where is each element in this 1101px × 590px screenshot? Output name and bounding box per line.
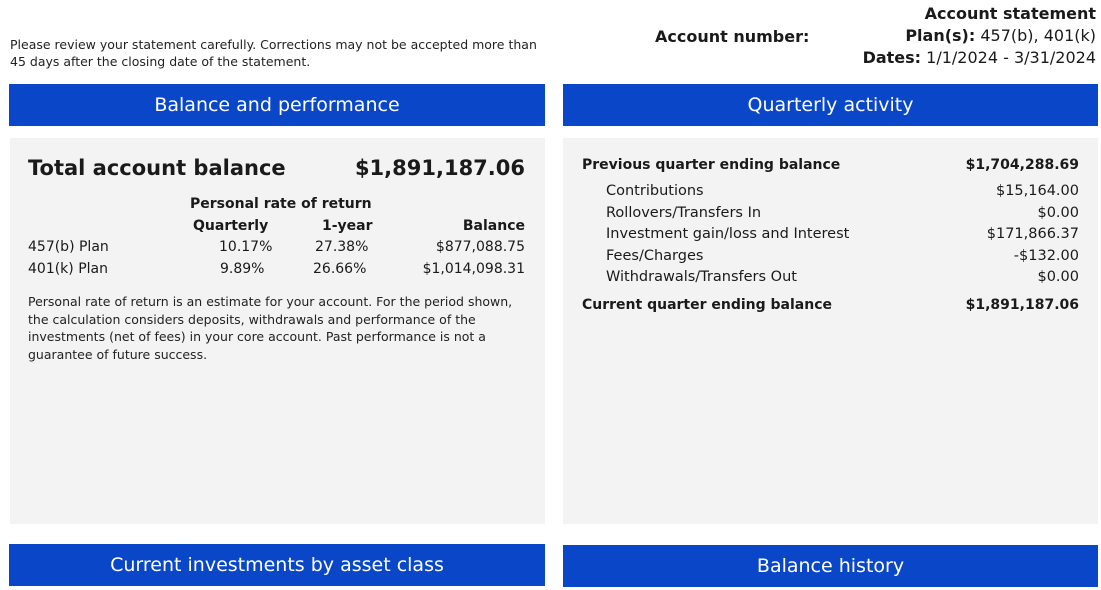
total-balance-label: Total account balance: [28, 156, 286, 180]
current-balance-label: Current quarter ending balance: [582, 297, 833, 313]
plan-balance: $877,088.75: [435, 239, 525, 255]
activity-label: Contributions: [606, 183, 704, 199]
col-quarterly-header: Quarterly: [193, 218, 269, 234]
total-balance-value: $1,891,187.06: [354, 156, 525, 180]
balance-performance-panel: Total account balance $1,891,187.06 Pers…: [10, 138, 545, 524]
statement-notice: Please review your statement carefully. …: [10, 37, 537, 69]
plan-balance: $1,014,098.31: [422, 261, 525, 277]
col-balance-header: Balance: [462, 218, 525, 234]
activity-label: Fees/Charges: [606, 248, 704, 264]
plan-name: 401(k) Plan: [28, 261, 108, 277]
investments-by-asset-class-banner: Current investments by asset class: [9, 544, 545, 586]
balance-history-banner: Balance history: [563, 545, 1098, 587]
col-1year-header: 1-year: [322, 218, 373, 234]
plans-label: Plan(s):: [905, 26, 976, 45]
statement-title: Account statement: [924, 4, 1096, 23]
rate-of-return-header: Personal rate of return: [190, 196, 372, 212]
activity-value: $171,866.37: [986, 226, 1079, 242]
activity-label: Investment gain/loss and Interest: [606, 226, 850, 242]
quarterly-activity-banner: Quarterly activity: [563, 84, 1098, 126]
activity-value: -$132.00: [1013, 248, 1079, 264]
dates-line: Dates: 1/1/2024 - 3/31/2024: [863, 47, 1096, 69]
dates-value: 1/1/2024 - 3/31/2024: [921, 48, 1096, 67]
account-number-label: Account number:: [655, 27, 810, 46]
plans-value: 457(b), 401(k): [975, 26, 1096, 45]
plan-quarterly-return: 9.89%: [220, 261, 265, 277]
plans-line: Plan(s): 457(b), 401(k): [863, 25, 1096, 47]
plan-name: 457(b) Plan: [28, 239, 109, 255]
dates-label: Dates:: [862, 48, 922, 67]
activity-label: Withdrawals/Transfers Out: [606, 269, 797, 285]
balance-performance-banner: Balance and performance: [9, 84, 545, 126]
activity-value: $15,164.00: [995, 183, 1079, 199]
rate-of-return-note: Personal rate of return is an estimate f…: [28, 294, 513, 362]
statement-header-info: Account statement Plan(s): 457(b), 401(k…: [863, 3, 1096, 69]
quarterly-activity-panel: Previous quarter ending balance $1,704,2…: [563, 138, 1098, 524]
plan-1year-return: 27.38%: [315, 239, 369, 255]
plan-1year-return: 26.66%: [313, 261, 367, 277]
previous-balance-value: $1,704,288.69: [965, 157, 1079, 173]
activity-label: Rollovers/Transfers In: [606, 205, 762, 221]
previous-balance-label: Previous quarter ending balance: [582, 157, 841, 173]
activity-value: $0.00: [1037, 205, 1079, 221]
plan-quarterly-return: 10.17%: [219, 239, 273, 255]
activity-value: $0.00: [1037, 269, 1079, 285]
current-balance-value: $1,891,187.06: [965, 297, 1079, 313]
